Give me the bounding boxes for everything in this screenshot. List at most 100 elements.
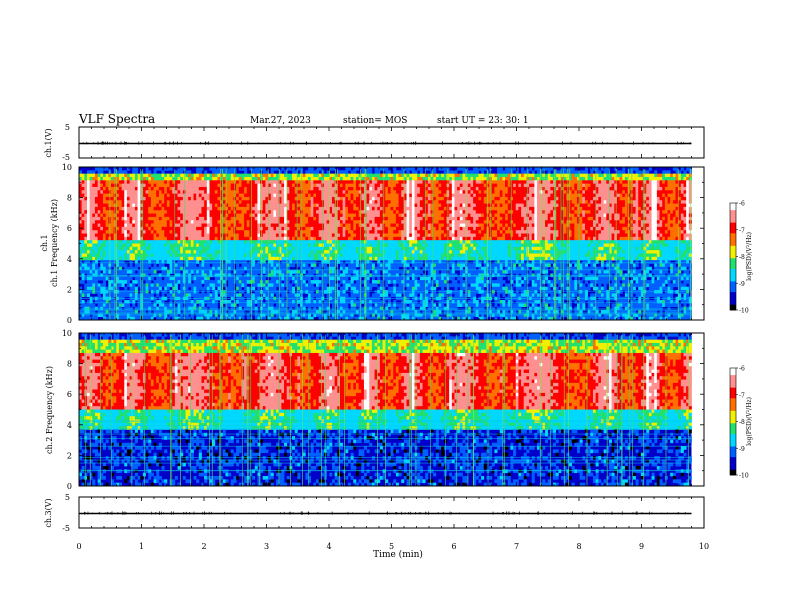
heatmap-cell	[215, 170, 218, 174]
heatmap-cell	[332, 263, 335, 267]
heatmap-cell	[348, 237, 351, 241]
heatmap-cell	[217, 234, 220, 238]
heatmap-cell	[127, 204, 130, 208]
heatmap-cell	[135, 253, 138, 257]
heatmap-cell	[297, 187, 300, 191]
heatmap-cell	[367, 257, 370, 261]
heatmap-cell	[148, 257, 151, 261]
heatmap-cell	[98, 220, 101, 224]
heatmap-cell	[348, 240, 351, 244]
heatmap-cell	[111, 234, 114, 238]
heatmap-cell	[196, 283, 199, 287]
heatmap-cell	[308, 204, 311, 208]
heatmap-cell	[351, 187, 354, 191]
heatmap-cell	[127, 237, 130, 241]
heatmap-cell	[273, 280, 276, 284]
heatmap-cell	[236, 293, 239, 297]
heatmap-cell	[84, 247, 87, 251]
ch1-waveform-panel: 5 -5 ch.1(V)	[44, 123, 704, 162]
heatmap-cell	[289, 194, 292, 198]
heatmap-cell	[212, 287, 215, 291]
heatmap-cell	[228, 244, 231, 248]
heatmap-cell	[138, 210, 141, 214]
heatmap-cell	[215, 177, 218, 181]
heatmap-cell	[263, 303, 266, 307]
heatmap-cell	[132, 240, 135, 244]
heatmap-cell	[255, 247, 258, 251]
heatmap-cell	[135, 167, 138, 171]
heatmap-cell	[311, 247, 314, 251]
heatmap-cell	[87, 207, 90, 211]
heatmap-cell	[119, 217, 122, 221]
heatmap-cell	[289, 257, 292, 261]
heatmap-cell	[103, 177, 106, 181]
heatmap-cell	[372, 180, 375, 184]
heatmap-cell	[98, 240, 101, 244]
heatmap-cell	[353, 220, 356, 224]
heatmap-cell	[308, 180, 311, 184]
heatmap-cell	[130, 177, 133, 181]
heatmap-cell	[305, 190, 308, 194]
heatmap-cell	[154, 227, 157, 231]
heatmap-cell	[228, 257, 231, 261]
heatmap-cell	[162, 194, 165, 198]
heatmap-cell	[308, 167, 311, 171]
heatmap-cell	[98, 277, 101, 281]
heatmap-cell	[281, 300, 284, 304]
heatmap-cell	[369, 227, 372, 231]
heatmap-cell	[178, 253, 181, 257]
heatmap-cell	[143, 224, 146, 228]
heatmap-cell	[178, 214, 181, 218]
heatmap-cell	[316, 214, 319, 218]
heatmap-cell	[191, 194, 194, 198]
heatmap-cell	[122, 184, 125, 188]
heatmap-cell	[255, 197, 258, 201]
heatmap-cell	[92, 180, 95, 184]
heatmap-cell	[106, 303, 109, 307]
heatmap-cell	[146, 174, 149, 178]
heatmap-cell	[103, 240, 106, 244]
heatmap-cell	[241, 257, 244, 261]
heatmap-cell	[170, 187, 173, 191]
heatmap-cell	[183, 174, 186, 178]
heatmap-cell	[369, 204, 372, 208]
heatmap-cell	[164, 207, 167, 211]
heatmap-cell	[303, 200, 306, 204]
heatmap-cell	[252, 253, 255, 257]
heatmap-cell	[337, 174, 340, 178]
heatmap-cell	[233, 300, 236, 304]
heatmap-cell	[124, 290, 127, 294]
heatmap-cell	[164, 217, 167, 221]
heatmap-cell	[143, 210, 146, 214]
heatmap-cell	[178, 293, 181, 297]
heatmap-cell	[90, 224, 93, 228]
heatmap-cell	[247, 194, 250, 198]
heatmap-cell	[367, 204, 370, 208]
heatmap-cell	[239, 293, 242, 297]
heatmap-cell	[263, 227, 266, 231]
heatmap-cell	[175, 240, 178, 244]
heatmap-cell	[122, 214, 125, 218]
heatmap-cell	[196, 200, 199, 204]
heatmap-cell	[196, 170, 199, 174]
heatmap-cell	[202, 197, 205, 201]
heatmap-cell	[186, 174, 189, 178]
heatmap-cell	[212, 257, 215, 261]
heatmap-cell	[100, 287, 103, 291]
heatmap-cell	[212, 214, 215, 218]
heatmap-cell	[313, 190, 316, 194]
heatmap-cell	[186, 247, 189, 251]
heatmap-cell	[132, 184, 135, 188]
heatmap-cell	[340, 224, 343, 228]
heatmap-cell	[212, 197, 215, 201]
heatmap-cell	[257, 283, 260, 287]
heatmap-cell	[194, 253, 197, 257]
heatmap-cell	[188, 263, 191, 267]
heatmap-cell	[170, 303, 173, 307]
heatmap-cell	[305, 303, 308, 307]
heatmap-cell	[175, 293, 178, 297]
heatmap-cell	[228, 177, 231, 181]
heatmap-cell	[345, 227, 348, 231]
heatmap-cell	[279, 263, 282, 267]
heatmap-cell	[156, 287, 159, 291]
